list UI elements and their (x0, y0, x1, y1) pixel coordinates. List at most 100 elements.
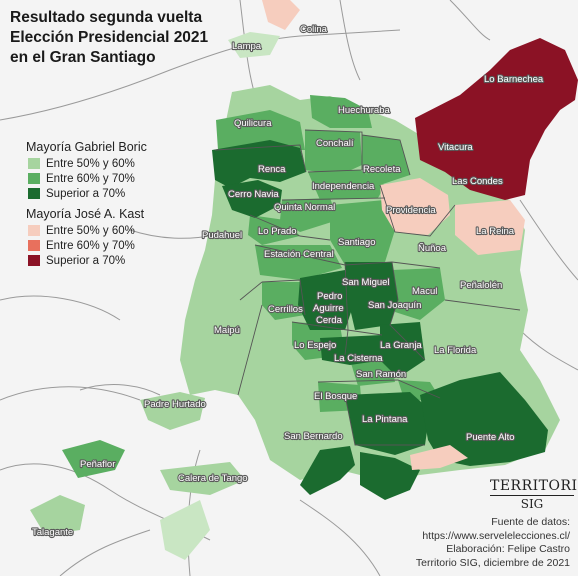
quinta-normal-zone (280, 198, 338, 232)
penaflor-area (62, 440, 125, 478)
label-lo-espejo: Lo Espejo (294, 340, 336, 351)
colina-area (262, 0, 300, 30)
maipu-west-area (200, 285, 240, 345)
boundary-line (519, 199, 578, 281)
label-lampa: Lampa (232, 41, 262, 52)
boundary-line (59, 529, 151, 576)
pac-zone (298, 270, 355, 330)
label-pac-line2: Aguirre (313, 303, 344, 314)
south-dark-zone-2 (360, 452, 420, 500)
legend-label: Entre 50% y 60% (46, 224, 135, 237)
legend-item: Entre 60% y 70% (26, 171, 147, 186)
boundary-line (187, 449, 201, 576)
la-cisterna-zone (320, 335, 385, 365)
credits-line-4: Territorio SIG, diciembre de 2021 (415, 556, 570, 569)
inner-boundaries (214, 129, 521, 446)
legend-swatch (28, 240, 40, 251)
label-penaflor: Peñaflor (80, 459, 115, 470)
boundary-line (129, 229, 216, 239)
label-talagante: Talagante (32, 527, 73, 538)
label-nunoa: Ñuñoa (418, 243, 447, 254)
label-independencia: Independencia (312, 181, 375, 192)
label-quinta-normal: Quinta Normal (274, 202, 335, 213)
talagante-area (30, 495, 85, 535)
legend-item: Superior a 70% (26, 253, 147, 268)
label-pac-line3: Cerda (316, 315, 343, 326)
inner-boundary (361, 134, 411, 176)
label-las-condes: Las Condes (452, 176, 503, 187)
inner-boundary (281, 197, 386, 201)
cerro-navia-zone (222, 180, 282, 218)
label-vitacura: Vitacura (438, 142, 473, 153)
boundary-line (0, 295, 121, 321)
label-la-florida: La Florida (434, 345, 477, 356)
south-west-area (160, 500, 210, 560)
inner-boundary (444, 299, 521, 311)
renca-zone (212, 140, 306, 188)
legend-label: Entre 60% y 70% (46, 239, 135, 252)
label-penalolen: Peñalolén (460, 280, 502, 291)
label-quilicura: Quilicura (234, 118, 272, 129)
label-conchali: Conchalí (316, 138, 354, 149)
inner-boundary (389, 261, 426, 361)
credits-line-1: Fuente de datos: (491, 516, 570, 528)
boundary-line (449, 0, 491, 41)
title-line-2: Elección Presidencial 2021 (10, 29, 209, 46)
label-la-granja: La Granja (380, 340, 422, 351)
title-line-1: Resultado segunda vuelta (10, 9, 203, 26)
legend: Mayoría Gabriel Boric Entre 50% y 60% En… (26, 140, 147, 268)
boundary-line (519, 329, 578, 371)
inner-boundary (344, 394, 425, 446)
legend-label: Entre 50% y 60% (46, 157, 135, 170)
credits-line-2: https://www.servelelecciones.cl/ (422, 529, 570, 542)
label-renca: Renca (258, 164, 286, 175)
san-ramon-zone (350, 360, 395, 386)
puente-alto-zone (420, 372, 548, 466)
label-san-bernardo: San Bernardo (284, 431, 343, 442)
san-miguel-zone (345, 262, 398, 330)
label-pudahuel: Pudahuel (202, 230, 242, 241)
legend-swatch (28, 188, 40, 199)
lampa-area (228, 32, 280, 58)
legend-item: Entre 50% y 60% (26, 156, 147, 171)
inner-boundary (254, 244, 441, 269)
label-lo-barnechea: Lo Barnechea (484, 74, 544, 85)
macul-zone (392, 268, 445, 320)
label-el-bosque: El Bosque (314, 391, 357, 402)
kast-strong-zone (415, 38, 578, 200)
label-san-miguel: San Miguel (342, 277, 390, 288)
south-pink-zone (410, 445, 468, 470)
legend-item: Entre 60% y 70% (26, 238, 147, 253)
territorio-sig-logo: TERRITORIO SIG (490, 478, 578, 511)
santiago-zone (330, 200, 395, 265)
label-la-reina: La Reina (476, 226, 515, 237)
legend-label: Superior a 70% (46, 254, 126, 267)
cerrillos-zone (262, 282, 305, 320)
inner-boundary (249, 214, 331, 241)
title-line-3: en el Gran Santiago (10, 49, 156, 66)
inner-boundary (237, 281, 263, 396)
label-la-cisterna: La Cisterna (334, 353, 383, 364)
nunoa-zone (394, 236, 445, 268)
padre-hurtado-area (140, 392, 205, 430)
label-santiago: Santiago (338, 237, 376, 248)
label-estacion-central: Estación Central (264, 249, 334, 260)
legend-swatch (28, 158, 40, 169)
label-huechuraba: Huechuraba (338, 105, 390, 116)
logo-line-1: TERRITORIO (490, 478, 578, 496)
legend-swatch (28, 173, 40, 184)
south-dark-zone (300, 446, 355, 495)
label-lo-prado: Lo Prado (258, 226, 297, 237)
label-san-ramon: San Ramón (356, 369, 406, 380)
legend-kast-title: Mayoría José A. Kast (26, 207, 145, 221)
inner-boundary (379, 184, 456, 237)
credits: Fuente de datos: https://www.servelelecc… (416, 516, 570, 570)
boundary-line (0, 386, 141, 401)
la-pintana-zone (345, 392, 430, 455)
legend-label: Superior a 70% (46, 187, 126, 200)
label-recoleta: Recoleta (363, 164, 401, 175)
label-macul: Macul (412, 286, 437, 297)
huechuraba-zone (310, 95, 372, 128)
